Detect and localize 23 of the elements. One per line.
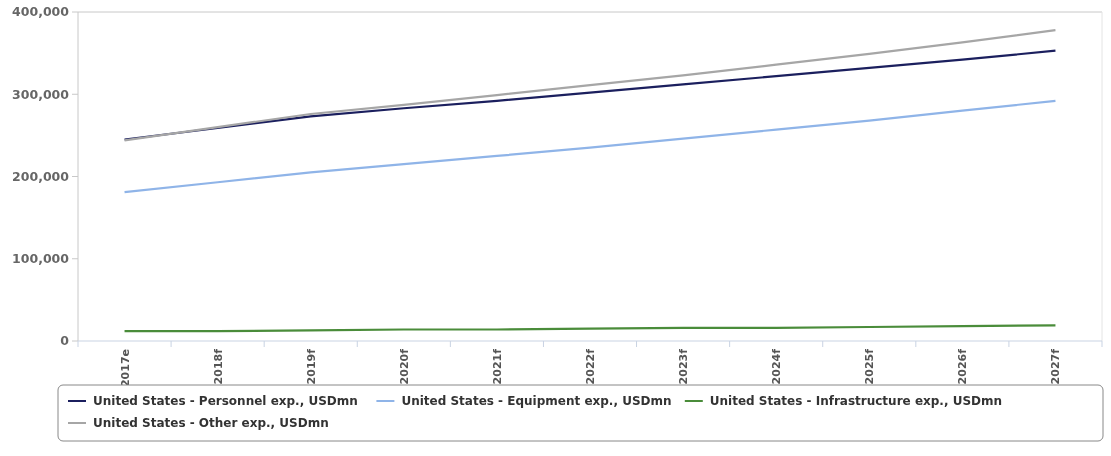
legend-label: United States - Infrastructure exp., USDmn: [709, 394, 1003, 409]
x-tick-label: 2017e: [118, 349, 132, 388]
y-tick-label: 100,000: [12, 251, 70, 267]
x-tick-label: 2025f: [863, 348, 877, 385]
legend-label: United States - Personnel exp., USDmn: [93, 394, 358, 409]
legend-label: United States - Equipment exp., USDmn: [401, 394, 672, 409]
x-tick-label: 2024f: [770, 348, 784, 385]
x-tick-label: 2026f: [956, 348, 970, 385]
y-tick-label: 400,000: [12, 4, 70, 20]
y-tick-label: 0: [60, 333, 70, 349]
line-series: [123, 99, 1057, 194]
legend-label: United States - Other exp., USDmn: [93, 416, 329, 431]
line-series: [123, 29, 1057, 142]
x-tick-label: 2018f: [211, 348, 225, 385]
x-tick-label: 2019f: [304, 348, 318, 385]
x-tick-label: 2020f: [397, 348, 411, 385]
x-tick-label: 2027f: [1049, 348, 1063, 385]
x-tick-label: 2021f: [490, 348, 504, 385]
line-series: [123, 49, 1057, 141]
y-tick-label: 200,000: [12, 168, 70, 184]
y-tick-label: 300,000: [12, 86, 70, 102]
x-tick-label: 2023f: [677, 348, 691, 385]
x-tick-label: 2022f: [584, 348, 597, 385]
